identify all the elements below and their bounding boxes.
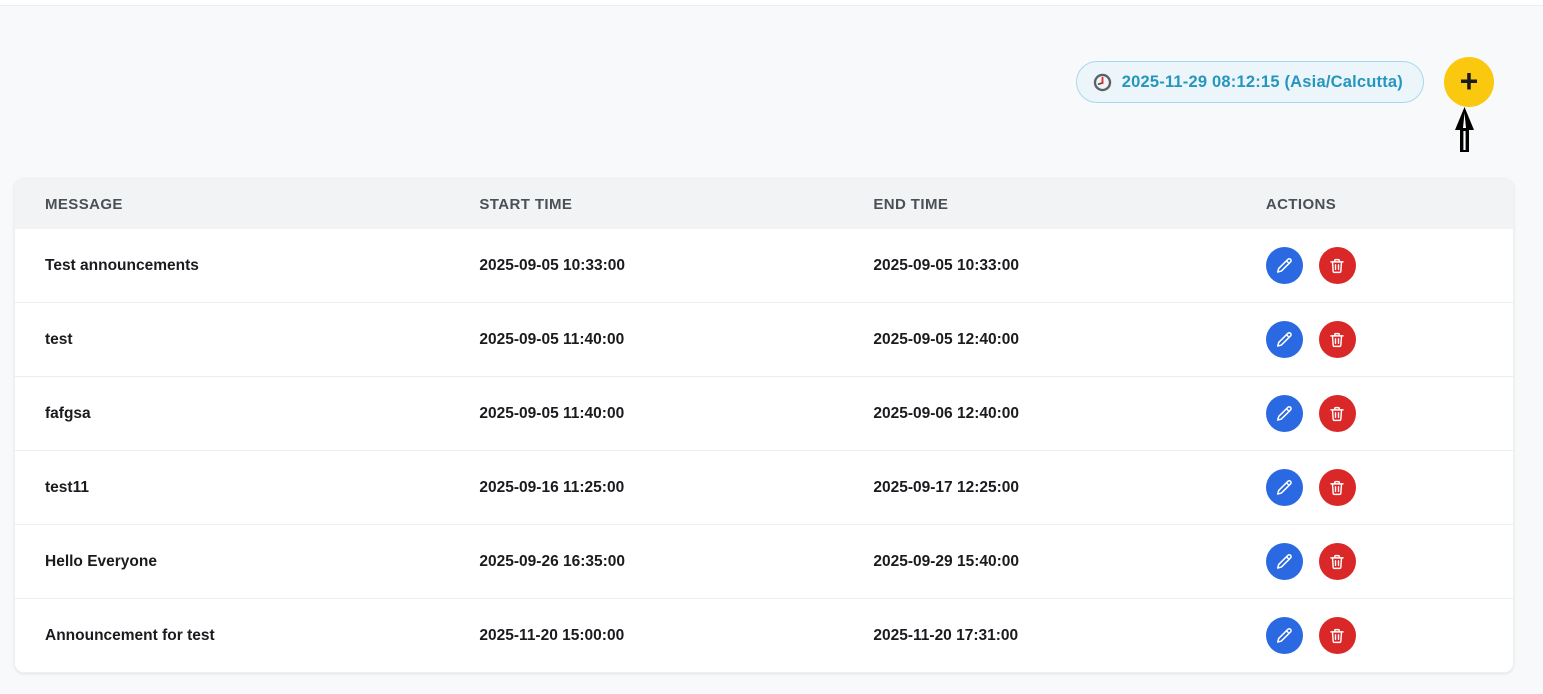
end-time-cell: 2025-09-05 10:33:00	[843, 229, 1236, 303]
delete-button[interactable]	[1318, 469, 1356, 506]
trash-icon	[1328, 405, 1346, 423]
timestamp-text: 2025-11-29 08:12:15 (Asia/Calcutta)	[1121, 72, 1403, 91]
end-time-cell: 2025-09-05 12:40:00	[843, 302, 1236, 377]
edit-button[interactable]	[1265, 247, 1303, 284]
end-time-cell: 2025-09-29 15:40:00	[843, 524, 1236, 599]
column-header-start-time: START TIME	[449, 179, 844, 229]
table-row: test11 2025-09-16 11:25:00 2025-09-17 12…	[15, 450, 1513, 525]
announcements-table: MESSAGE START TIME END TIME ACTIONS Test…	[15, 179, 1513, 672]
table-row: fafgsa 2025-09-05 11:40:00 2025-09-06 12…	[15, 376, 1513, 451]
delete-button[interactable]	[1318, 543, 1356, 580]
add-announcement-button[interactable]: +	[1444, 57, 1494, 107]
pencil-icon	[1275, 478, 1294, 497]
delete-button[interactable]	[1318, 247, 1356, 284]
table-row: test 2025-09-05 11:40:00 2025-09-05 12:4…	[15, 302, 1513, 377]
start-time-cell: 2025-09-16 11:25:00	[449, 450, 844, 525]
actions-cell	[1235, 450, 1513, 525]
edit-button[interactable]	[1265, 617, 1303, 654]
pencil-icon	[1275, 626, 1294, 645]
column-header-message: MESSAGE	[15, 179, 450, 229]
table-body: Test announcements 2025-09-05 10:33:00 2…	[15, 229, 1513, 672]
table-row: Announcement for test 2025-11-20 15:00:0…	[15, 598, 1513, 672]
message-cell: test11	[15, 450, 450, 525]
trash-icon	[1328, 331, 1346, 349]
pencil-icon	[1275, 330, 1294, 349]
delete-button[interactable]	[1318, 321, 1356, 358]
table-row: Test announcements 2025-09-05 10:33:00 2…	[15, 229, 1513, 303]
edit-button[interactable]	[1265, 469, 1303, 506]
top-divider	[0, 0, 1543, 6]
end-time-cell: 2025-09-06 12:40:00	[843, 376, 1236, 451]
table-row: Hello Everyone 2025-09-26 16:35:00 2025-…	[15, 524, 1513, 599]
edit-button[interactable]	[1265, 321, 1303, 358]
start-time-cell: 2025-09-05 10:33:00	[449, 229, 844, 303]
pencil-icon	[1275, 256, 1294, 275]
trash-icon	[1328, 257, 1346, 275]
edit-button[interactable]	[1265, 395, 1303, 432]
delete-button[interactable]	[1318, 617, 1356, 654]
pencil-icon	[1275, 404, 1294, 423]
message-cell: Hello Everyone	[15, 524, 450, 599]
start-time-cell: 2025-09-05 11:40:00	[449, 376, 844, 451]
start-time-cell: 2025-09-26 16:35:00	[449, 524, 844, 599]
announcements-table-card: MESSAGE START TIME END TIME ACTIONS Test…	[14, 178, 1514, 673]
clock-icon	[1093, 73, 1112, 92]
column-header-end-time: END TIME	[843, 179, 1236, 229]
plus-icon: +	[1459, 62, 1479, 99]
pencil-icon	[1275, 552, 1294, 571]
timezone-clock-badge: 2025-11-29 08:12:15 (Asia/Calcutta)	[1075, 61, 1424, 103]
table-header: MESSAGE START TIME END TIME ACTIONS	[15, 179, 1513, 229]
end-time-cell: 2025-09-17 12:25:00	[843, 450, 1236, 525]
actions-cell	[1235, 524, 1513, 599]
start-time-cell: 2025-09-05 11:40:00	[449, 302, 844, 377]
actions-cell	[1235, 302, 1513, 377]
up-arrow-annotation	[1451, 107, 1478, 153]
message-cell: Announcement for test	[15, 598, 450, 672]
message-cell: test	[15, 302, 450, 377]
end-time-cell: 2025-11-20 17:31:00	[843, 598, 1236, 672]
trash-icon	[1328, 627, 1346, 645]
edit-button[interactable]	[1265, 543, 1303, 580]
trash-icon	[1328, 553, 1346, 571]
delete-button[interactable]	[1318, 395, 1356, 432]
message-cell: Test announcements	[15, 229, 450, 303]
toolbar: 2025-11-29 08:12:15 (Asia/Calcutta) +	[0, 57, 1543, 107]
start-time-cell: 2025-11-20 15:00:00	[449, 598, 844, 672]
actions-cell	[1235, 598, 1513, 672]
trash-icon	[1328, 479, 1346, 497]
message-cell: fafgsa	[15, 376, 450, 451]
actions-cell	[1235, 229, 1513, 303]
column-header-actions: ACTIONS	[1235, 179, 1513, 229]
actions-cell	[1235, 376, 1513, 451]
